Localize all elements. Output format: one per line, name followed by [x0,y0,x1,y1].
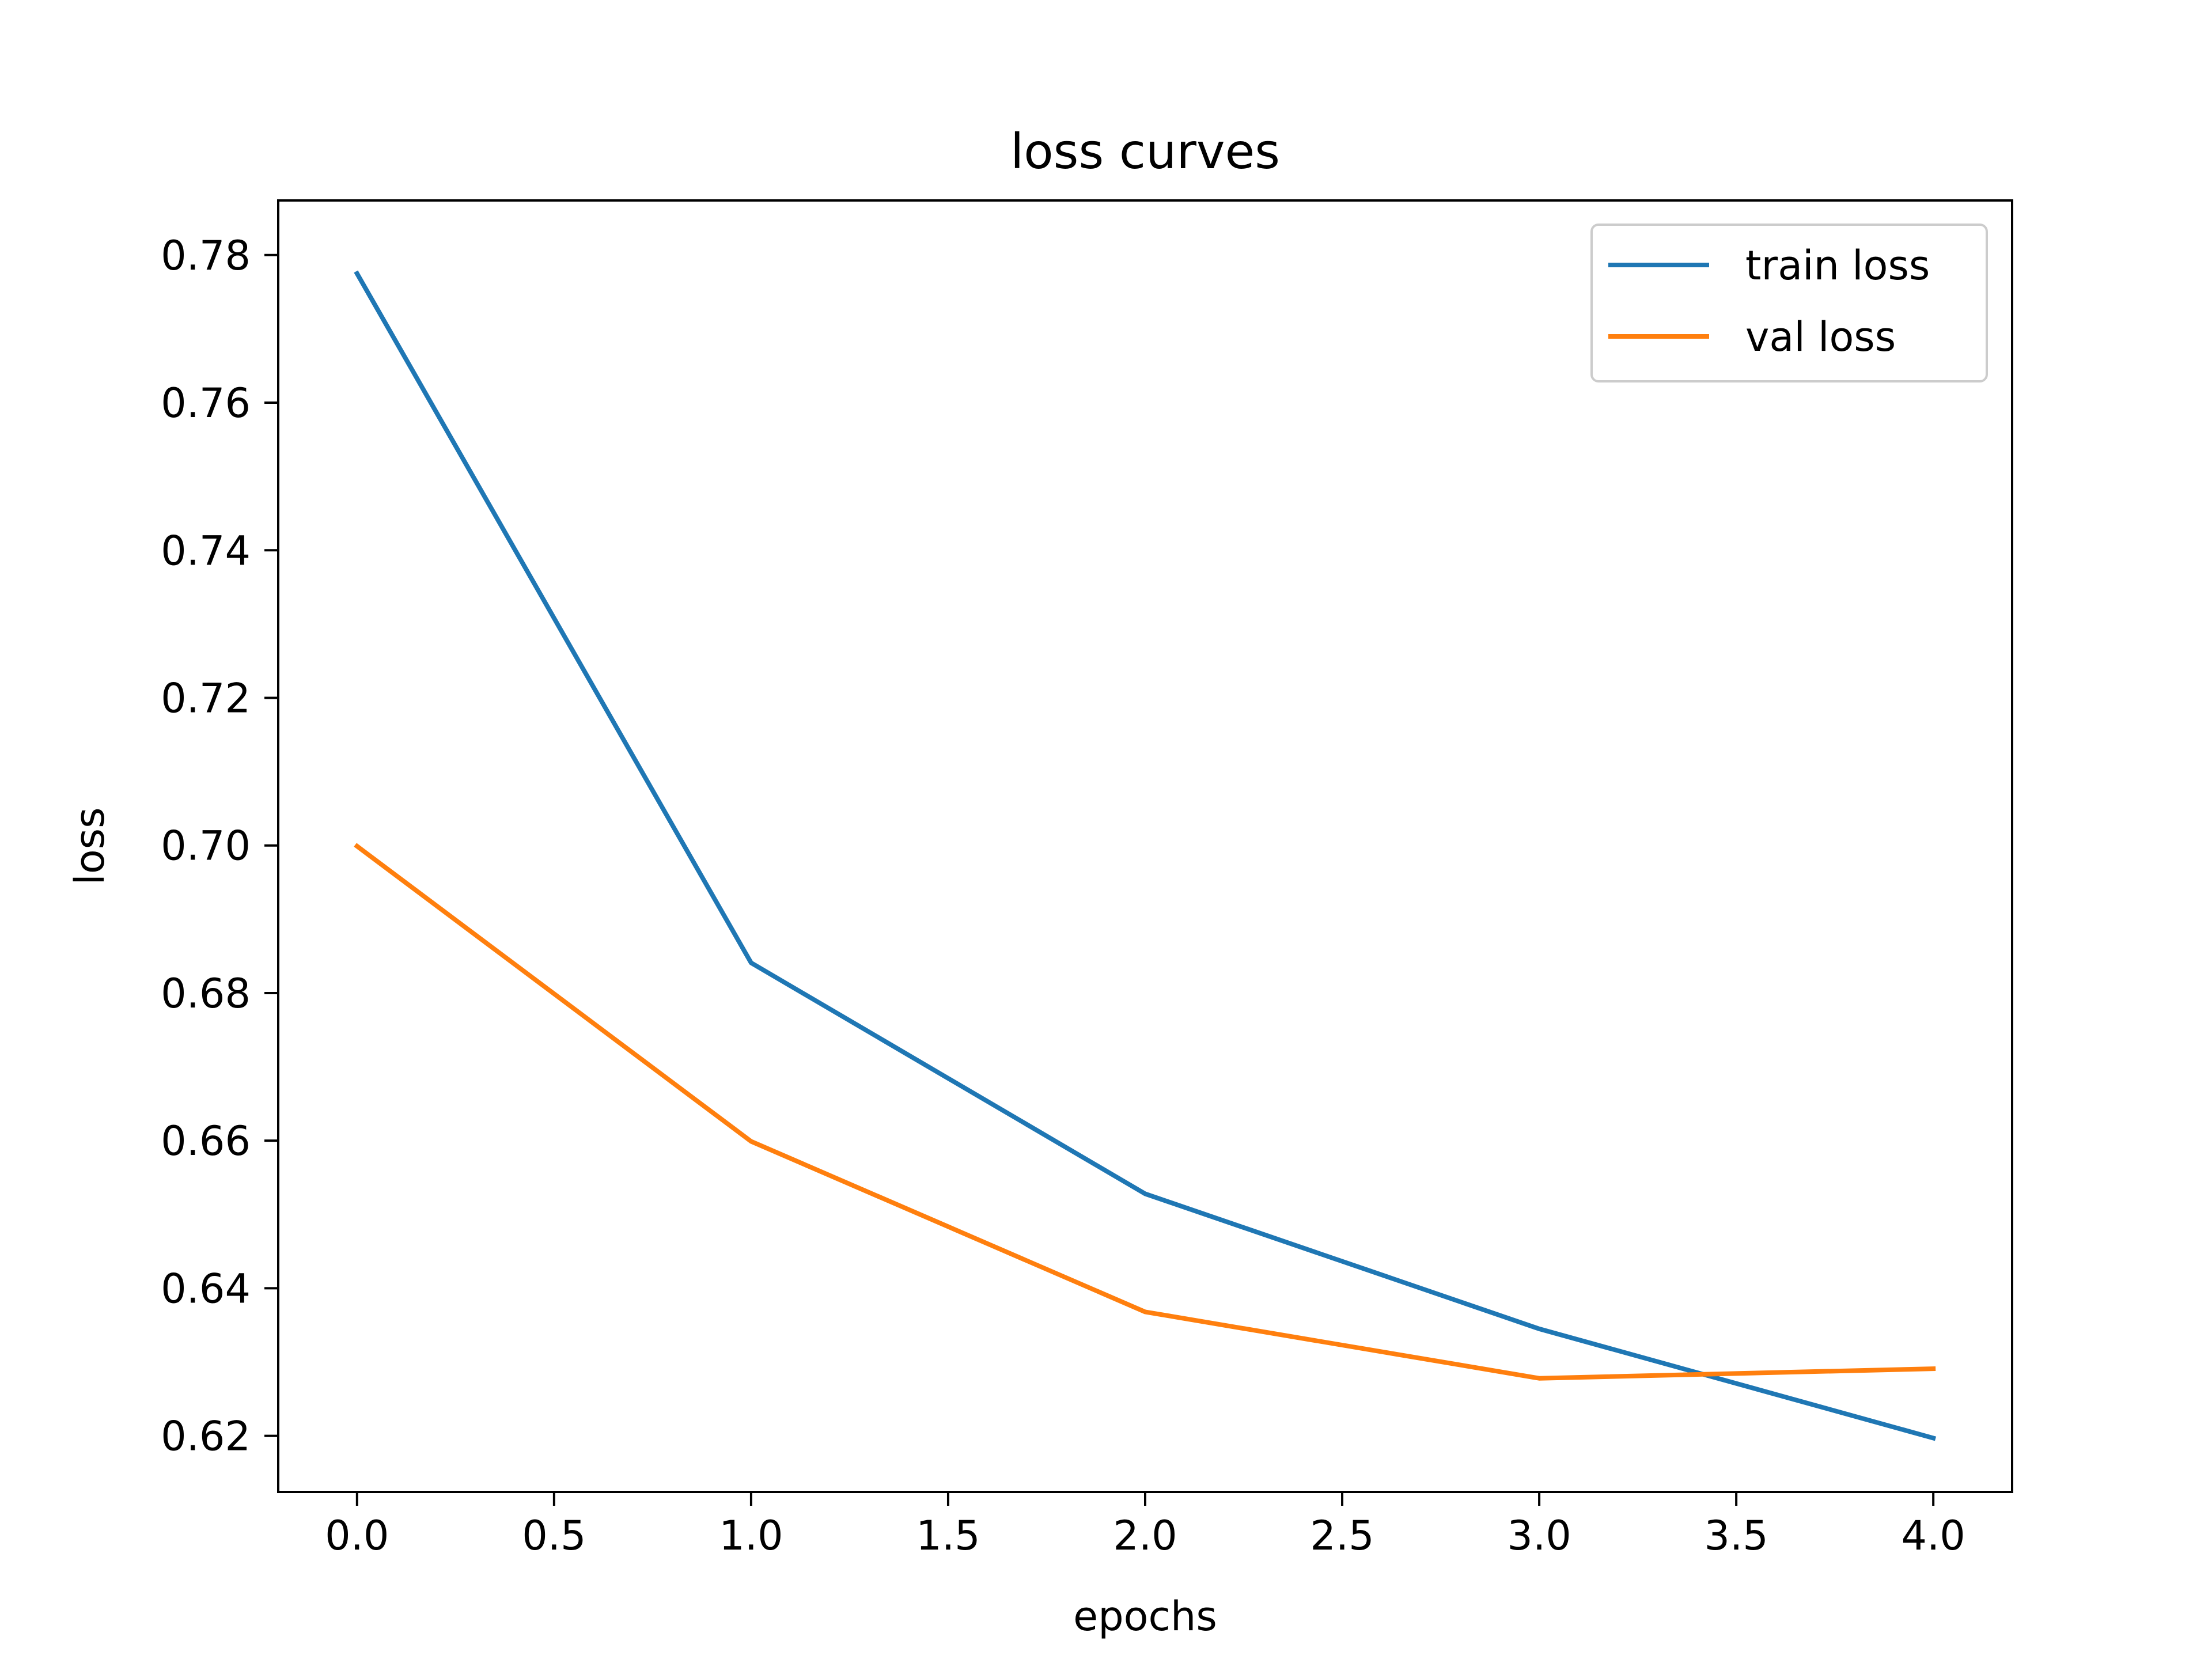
series-line-val-loss [354,843,1936,1381]
y-tick-label: 0.62 [161,1413,251,1460]
plot-area-frame [277,199,2013,1493]
y-tick-label: 0.74 [161,527,251,574]
y-tick-label: 0.78 [161,232,251,279]
x-tick-label: 0.5 [522,1512,586,1559]
x-tick-label: 3.5 [1704,1512,1768,1559]
series-line-train-loss [354,270,1937,1441]
y-axis-ticks: 0.62 0.64 0.66 0.68 0.70 0.72 0.74 0.76 0.78 [161,232,278,1460]
legend: train loss val loss [1590,224,1988,382]
legend-label: train loss [1745,242,1930,289]
chart-title: loss curves [1010,123,1280,180]
x-tick-label: 2.0 [1113,1512,1177,1559]
x-tick-label: 1.5 [916,1512,980,1559]
x-tick-label: 2.5 [1310,1512,1374,1559]
y-tick-label: 0.64 [161,1265,251,1312]
x-tick-label: 3.0 [1507,1512,1571,1559]
x-axis-label: epochs [1073,1593,1217,1640]
y-tick-label: 0.70 [161,823,251,870]
y-tick-label: 0.76 [161,380,251,427]
x-axis-ticks: 0.0 0.5 1.0 1.5 2.0 2.5 3.0 3.5 4.0 [325,1492,1965,1559]
series-lines [354,270,1937,1441]
y-axis-label: loss [66,807,113,885]
y-tick-label: 0.66 [161,1118,251,1165]
x-tick-label: 1.0 [719,1512,783,1559]
legend-label: val loss [1745,313,1896,361]
y-tick-label: 0.72 [161,675,251,722]
y-tick-label: 0.68 [161,970,251,1017]
x-tick-label: 4.0 [1902,1512,1965,1559]
x-tick-label: 0.0 [325,1512,389,1559]
